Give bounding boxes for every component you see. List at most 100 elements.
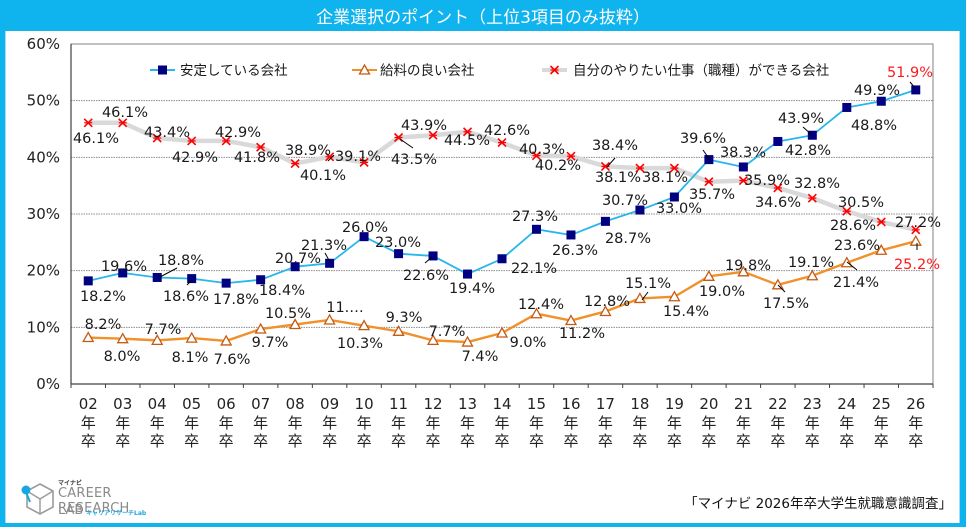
data-point: [185, 331, 198, 343]
x-tick-label-grad: 卒: [770, 432, 785, 450]
data-point: [531, 224, 541, 234]
x-tick-label-year: 年: [288, 414, 303, 432]
data-point: [254, 322, 267, 334]
data-label: 8.2%: [85, 317, 122, 333]
data-point: [152, 272, 162, 282]
label-leader-line: [802, 126, 813, 136]
data-label: 22.1%: [511, 261, 557, 277]
data-point: [426, 334, 440, 346]
data-label: 10.3%: [337, 336, 383, 352]
data-point: [83, 276, 93, 286]
data-label: 44.5%: [444, 133, 490, 149]
data-label: 8.0%: [104, 349, 141, 365]
x-tick-label-grad: 卒: [667, 432, 682, 450]
data-label: 34.6%: [755, 195, 801, 211]
x-tick-label-grad: 卒: [632, 432, 647, 450]
x-tick-label-grad: 卒: [288, 432, 303, 450]
data-point: [151, 334, 164, 346]
data-point: [187, 136, 197, 146]
y-tick-label: 30%: [27, 205, 60, 223]
data-label: 17.8%: [213, 292, 259, 308]
data-label: 46.1%: [102, 105, 148, 121]
x-tick-label-year: 年: [150, 414, 165, 432]
data-label: 7.4%: [462, 349, 499, 365]
x-tick-label-year: 年: [667, 414, 682, 432]
data-label: 8.1%: [172, 350, 209, 366]
data-label: 18.6%: [163, 289, 209, 305]
data-point: [635, 205, 645, 215]
x-tick-label-grad: 卒: [598, 432, 613, 450]
data-point: [428, 251, 438, 261]
data-point: [807, 193, 817, 203]
frame-inner-line-left: [5, 31, 6, 523]
data-label: 41.8%: [234, 150, 280, 166]
data-point: [842, 102, 852, 112]
x-tick-label-grad: 卒: [874, 432, 889, 450]
data-label: 26.0%: [342, 220, 388, 236]
data-label: 38.9%: [285, 143, 331, 159]
data-label: 25.2%: [894, 257, 940, 273]
x-tick-label: 15: [527, 395, 546, 413]
x-tick-label-grad: 卒: [908, 432, 923, 450]
data-label: 43.9%: [778, 111, 824, 127]
data-label: 10.5%: [265, 306, 311, 322]
x-tick-label: 10: [355, 395, 374, 413]
x-tick-label: 11: [389, 395, 408, 413]
data-label: 19.4%: [449, 281, 495, 297]
x-tick-label-year: 年: [322, 414, 337, 432]
frame-inner-line-right: [959, 31, 960, 523]
x-tick-label: 08: [286, 395, 305, 413]
data-label: 27.2%: [895, 215, 941, 231]
data-point: [564, 314, 578, 326]
data-point: [325, 258, 335, 268]
data-point: [911, 225, 921, 235]
logo-name: CAREER RESEARCH: [58, 486, 130, 516]
data-point: [875, 243, 888, 255]
x-tick-label-year: 年: [908, 414, 923, 432]
data-label: 28.7%: [605, 231, 651, 247]
legend-label: 安定している会社: [180, 63, 288, 79]
data-label: 42.8%: [785, 143, 831, 159]
data-point: [428, 130, 438, 140]
x-tick-label: 25: [872, 395, 891, 413]
data-label: 35.9%: [744, 173, 790, 189]
data-label: 12.8%: [584, 294, 630, 310]
label-leader-line: [846, 261, 858, 271]
x-tick-label-year: 年: [701, 414, 716, 432]
data-point: [462, 127, 473, 137]
x-tick-label: 16: [561, 395, 580, 413]
data-label: 46.1%: [73, 131, 119, 147]
x-tick-label: 17: [596, 395, 615, 413]
x-tick-label-year: 年: [184, 414, 199, 432]
data-point: [359, 157, 369, 167]
data-point: [876, 217, 886, 227]
data-point: [599, 305, 612, 317]
x-tick-label-grad: 卒: [253, 432, 268, 450]
data-label: 20.7%: [275, 251, 321, 267]
data-point: [461, 335, 474, 347]
source-note: 「マイナビ 2026年卒大学生就職意識調査」: [684, 496, 952, 512]
data-label: 40.3%: [519, 142, 565, 158]
data-point: [738, 162, 748, 172]
label-leader-line: [424, 256, 433, 264]
x-tick-label-grad: 卒: [322, 432, 337, 450]
data-label: 42.9%: [215, 125, 261, 141]
x-tick-label: 03: [113, 395, 132, 413]
data-point: [392, 324, 405, 336]
data-label: 9.3%: [386, 310, 423, 326]
x-tick-label-grad: 卒: [391, 432, 406, 450]
legend: 安定している会社 給料の良い会社 自分のやりたい仕事（職種）ができる会社: [150, 63, 829, 79]
label-leader-line: [909, 81, 916, 89]
x-tick-label-grad: 卒: [357, 432, 372, 450]
x-tick-label-year: 年: [219, 414, 234, 432]
legend-marker-icon: [158, 65, 167, 75]
x-tick-label: 13: [458, 395, 477, 413]
data-label: 19.0%: [699, 284, 745, 300]
data-point: [357, 319, 371, 331]
data-label: 12.4%: [518, 297, 564, 313]
x-tick-label-year: 年: [874, 414, 889, 432]
data-label: 43.9%: [401, 118, 447, 134]
data-label: 38.1%: [595, 170, 641, 186]
x-tick-label: 12: [423, 395, 442, 413]
x-tick-label-grad: 卒: [736, 432, 751, 450]
